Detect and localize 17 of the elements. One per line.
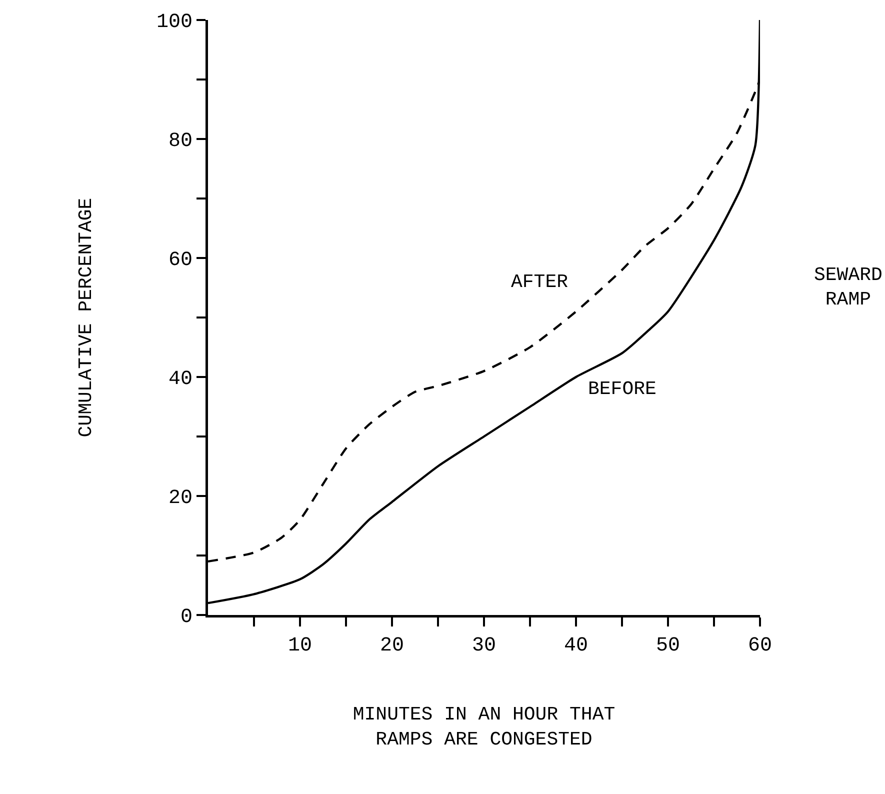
x-tick-label: 50: [656, 634, 680, 658]
text: SEWARD RAMP: [814, 264, 882, 311]
y-tick-label: 60: [168, 249, 192, 272]
annotation: BEFORE: [588, 378, 656, 400]
y-tick-label: 0: [180, 606, 192, 629]
x-tick-label: 10: [288, 634, 312, 658]
y-tick-label: 40: [168, 368, 192, 391]
x-tick-label: 40: [564, 634, 588, 658]
x-tick-label: 30: [472, 634, 496, 658]
x-tick-label: 60: [748, 634, 772, 658]
annotation: AFTER: [511, 271, 568, 293]
y-axis-title: CUMULATIVE PERCENTAGE: [75, 198, 98, 438]
x-axis-title: MINUTES IN AN HOUR THAT RAMPS ARE CONGESTED: [352, 704, 616, 750]
x-tick-label: 20: [380, 634, 404, 658]
y-tick-label: 20: [168, 487, 192, 510]
y-tick-label: 100: [156, 11, 192, 34]
y-tick-label: 80: [168, 130, 192, 153]
